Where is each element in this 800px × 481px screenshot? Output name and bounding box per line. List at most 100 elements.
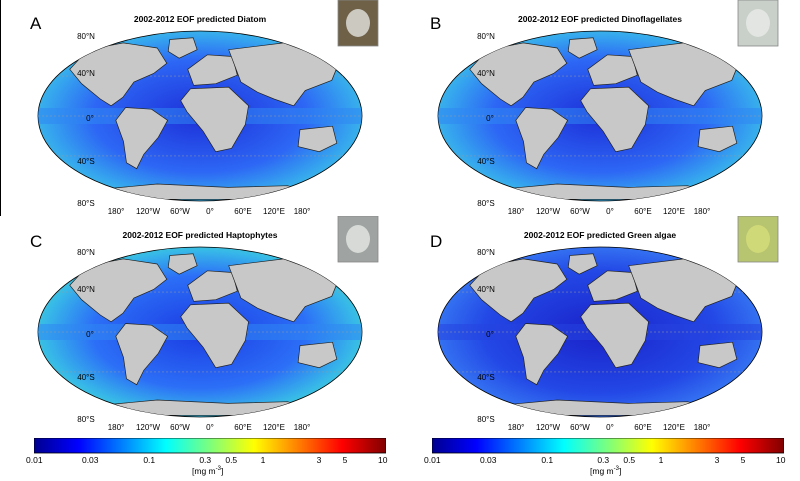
colorbar-tick-label: 10 bbox=[378, 455, 388, 465]
lon-label: 180° bbox=[694, 423, 711, 432]
lon-label: 60°W bbox=[170, 207, 190, 216]
landmass-greenland bbox=[567, 253, 598, 275]
lon-label: 120°W bbox=[536, 207, 561, 216]
lon-label: 180° bbox=[694, 207, 711, 216]
lon-label: 60°E bbox=[234, 423, 251, 432]
lon-label: 120°E bbox=[263, 423, 285, 432]
landmass-north-america bbox=[69, 42, 168, 107]
landmass-africa bbox=[180, 86, 249, 153]
lon-label: 180° bbox=[108, 423, 125, 432]
landmass-north-america bbox=[469, 42, 568, 107]
colorbar-tick-label: 5 bbox=[740, 455, 746, 465]
colorbar-tick-label: 0.3 bbox=[597, 455, 610, 465]
lon-label: 120°W bbox=[536, 423, 561, 432]
lat-label: 0° bbox=[86, 330, 94, 339]
lon-label: 120°E bbox=[263, 207, 285, 216]
colorbar-tick-label: 3 bbox=[714, 455, 720, 465]
lon-label: 180° bbox=[294, 423, 311, 432]
landmass-north-america bbox=[469, 258, 568, 323]
landmass-africa bbox=[580, 302, 649, 369]
colorbar-tick-label: 0.3 bbox=[199, 455, 212, 465]
world-map: 80°N 40°N 0° 40°S 80°S 180° 120°W 60°W 0° 60°E 120… bbox=[37, 0, 379, 216]
landmass-europe bbox=[587, 54, 638, 86]
colorbar-left: 0.01 0.03 0.1 0.3 0.5 1 3 5 10 [mg m-3] bbox=[26, 438, 388, 478]
landmass-australia bbox=[297, 125, 338, 153]
unit-prefix: [mg m bbox=[590, 466, 614, 476]
lat-label: 40°N bbox=[477, 69, 495, 78]
world-map: 80°N 40°N 0° 40°S 80°S 180° 120°W 60°W 0° 60°E 120… bbox=[437, 216, 779, 432]
lat-label: 80°N bbox=[477, 32, 495, 41]
lon-label: 60°E bbox=[234, 207, 251, 216]
landmass-greenland bbox=[167, 253, 198, 275]
landmass-antarctica bbox=[502, 399, 709, 416]
dinoflagellate-micrograph-icon bbox=[737, 0, 779, 47]
haptophyte-micrograph-icon bbox=[337, 216, 379, 263]
lon-label: 60°W bbox=[570, 207, 590, 216]
unit-exp: -3 bbox=[613, 466, 619, 473]
lat-label: 40°S bbox=[477, 373, 494, 382]
green-algae-micrograph-icon bbox=[737, 216, 779, 263]
lat-label: 40°S bbox=[77, 157, 94, 166]
lon-label: 180° bbox=[508, 207, 525, 216]
landmass-africa bbox=[580, 86, 649, 153]
lon-label: 180° bbox=[294, 207, 311, 216]
landmass-europe bbox=[187, 270, 238, 302]
colorbar-tick-label: 0.1 bbox=[143, 455, 156, 465]
landmass-antarctica bbox=[502, 183, 709, 200]
unit-suffix: ] bbox=[618, 466, 622, 476]
diatom-micrograph-icon bbox=[337, 0, 379, 47]
unit-prefix: [mg m bbox=[192, 466, 216, 476]
lat-label: 40°N bbox=[77, 285, 95, 294]
colorbar-gradient bbox=[34, 438, 386, 454]
lat-label: 80°N bbox=[77, 32, 95, 41]
lon-label: 0° bbox=[206, 207, 214, 216]
unit-exp: -3 bbox=[215, 466, 221, 473]
colorbar-tick-label: 0.5 bbox=[623, 455, 636, 465]
colorbar-tick-label: 1 bbox=[260, 455, 266, 465]
colorbar-unit: [mg m-3] bbox=[192, 466, 223, 476]
landmass-south-america bbox=[515, 107, 569, 170]
landmass-antarctica bbox=[102, 399, 309, 416]
lon-label: 60°E bbox=[634, 423, 651, 432]
lon-label: 180° bbox=[108, 207, 125, 216]
colorbar-right: 0.01 0.03 0.1 0.3 0.5 1 3 5 10 [mg m-3] bbox=[424, 438, 786, 478]
lat-label: 80°S bbox=[77, 199, 94, 208]
landmass-south-america bbox=[115, 107, 169, 170]
lat-label: 40°S bbox=[477, 157, 494, 166]
landmass-south-america bbox=[515, 323, 569, 386]
lat-label: 0° bbox=[86, 114, 94, 123]
colorbar-tick-label: 0.03 bbox=[479, 455, 497, 465]
lon-label: 120°E bbox=[663, 207, 685, 216]
lat-label: 40°S bbox=[77, 373, 94, 382]
landmass-australia bbox=[697, 125, 738, 153]
landmass-europe bbox=[187, 54, 238, 86]
lon-label: 60°W bbox=[170, 423, 190, 432]
lon-label: 60°W bbox=[570, 423, 590, 432]
colorbar-tick-label: 1 bbox=[658, 455, 664, 465]
world-map: 80°N 40°N 0° 40°S 80°S 180° 120°W 60°W 0° 60°E 120… bbox=[37, 216, 379, 432]
colorbar-gradient bbox=[432, 438, 784, 454]
landmass-africa bbox=[180, 302, 249, 369]
landmass-greenland bbox=[167, 37, 198, 59]
lon-label: 120°E bbox=[663, 423, 685, 432]
lat-label: 80°N bbox=[477, 248, 495, 257]
unit-suffix: ] bbox=[220, 466, 224, 476]
lat-label: 40°N bbox=[77, 69, 95, 78]
lat-label: 80°N bbox=[77, 248, 95, 257]
landmass-antarctica bbox=[102, 183, 309, 200]
landmass-europe bbox=[587, 270, 638, 302]
world-map: 80°N 40°N 0° 40°S 80°S 180° 120°W 60°W 0° 60°E 120… bbox=[437, 0, 779, 216]
lat-label: 40°N bbox=[477, 285, 495, 294]
lat-label: 80°S bbox=[477, 199, 494, 208]
lon-label: 120°W bbox=[136, 423, 161, 432]
lat-label: 0° bbox=[486, 330, 494, 339]
lon-label: 120°W bbox=[136, 207, 161, 216]
lat-label: 80°S bbox=[77, 415, 94, 424]
lon-label: 0° bbox=[606, 207, 614, 216]
colorbar-tick-label: 5 bbox=[342, 455, 348, 465]
colorbar-tick-label: 0.1 bbox=[541, 455, 554, 465]
colorbar-tick-label: 10 bbox=[776, 455, 786, 465]
colorbar-tick-label: 0.03 bbox=[81, 455, 99, 465]
colorbar-unit: [mg m-3] bbox=[590, 466, 621, 476]
landmass-australia bbox=[297, 341, 338, 369]
